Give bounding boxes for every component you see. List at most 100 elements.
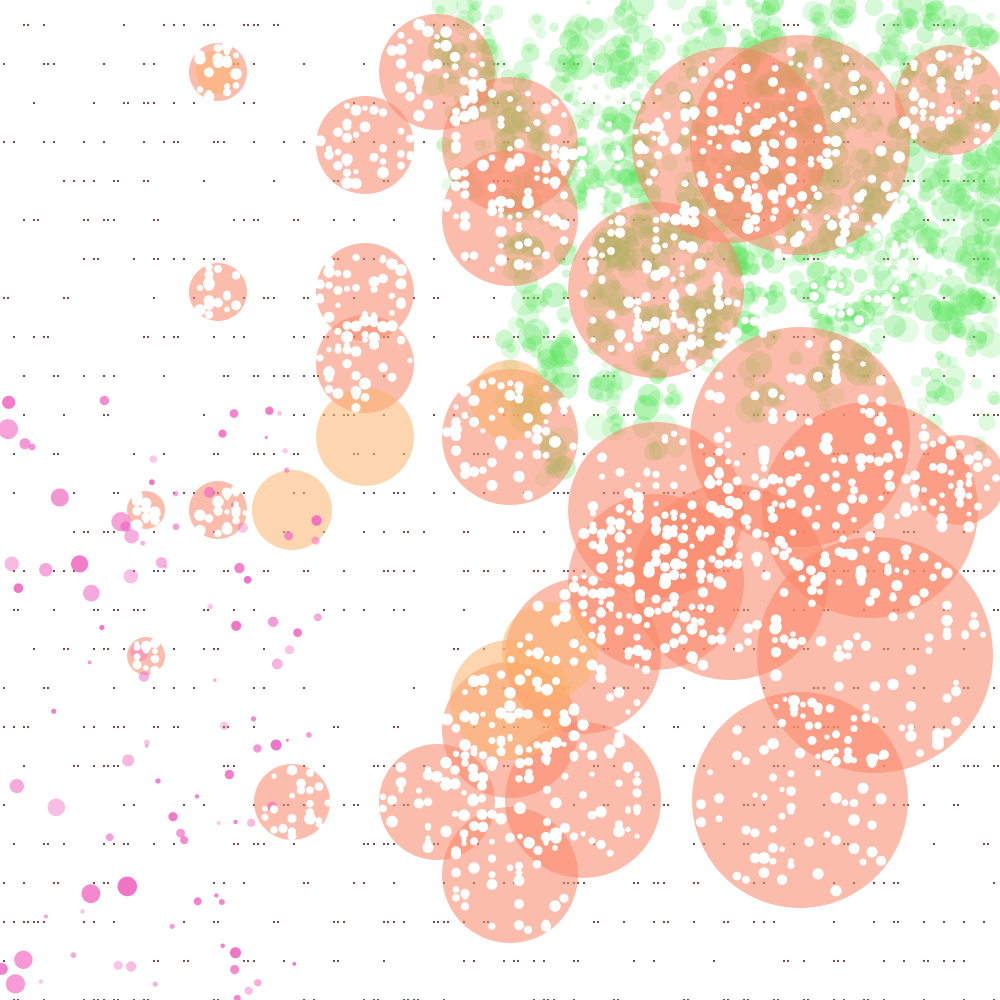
green-bubble: [943, 5, 968, 30]
white-speckle: [342, 132, 352, 143]
green-bubble: [959, 172, 973, 187]
white-speckle: [231, 300, 241, 311]
white-speckle: [992, 88, 998, 95]
white-speckle: [956, 109, 962, 115]
white-speckle: [792, 559, 804, 571]
grid-dot: [256, 23, 260, 27]
green-bubble: [808, 3, 833, 28]
white-speckle: [323, 266, 335, 278]
white-speckle: [901, 474, 911, 484]
white-speckle: [880, 294, 892, 307]
white-speckle: [833, 650, 845, 662]
white-speckle: [853, 192, 865, 203]
grid-dot: [82, 374, 86, 378]
white-speckle: [433, 42, 441, 49]
grid-dot: [42, 140, 46, 144]
white-speckle: [842, 640, 854, 651]
green-bubble: [595, 178, 605, 188]
white-speckle: [278, 823, 288, 834]
grid-dot: [56, 452, 60, 456]
grid-dot: [376, 764, 380, 768]
white-speckle: [905, 730, 917, 742]
grid-dot: [296, 452, 300, 456]
white-speckle: [794, 374, 806, 385]
grid-dot: [116, 179, 120, 183]
grid-dot: [942, 374, 946, 378]
grid-dot: [552, 491, 556, 495]
green-bubble: [866, 262, 879, 276]
white-speckle: [784, 283, 790, 289]
green-bubble: [955, 244, 979, 268]
white-speckle: [861, 713, 871, 723]
grid-dot: [812, 257, 816, 261]
white-speckle: [351, 403, 361, 413]
green-bubble: [830, 0, 857, 19]
green-bubble: [561, 290, 569, 298]
green-bubble: [978, 234, 1000, 262]
green-bubble: [542, 282, 568, 308]
white-speckle: [650, 168, 658, 177]
white-speckle: [533, 210, 541, 219]
white-speckle: [587, 258, 599, 270]
white-speckle: [797, 62, 803, 68]
white-speckle: [614, 574, 626, 585]
green-bubble: [602, 48, 627, 73]
grid-dot: [992, 881, 996, 885]
grid-dot: [302, 140, 306, 144]
green-bubble: [925, 3, 939, 17]
white-speckle: [732, 871, 742, 881]
grid-dot: [942, 920, 946, 924]
grid-dot: [666, 920, 670, 924]
white-speckle: [814, 721, 822, 730]
grid-dot: [996, 608, 1000, 612]
green-bubble: [860, 301, 870, 310]
white-speckle: [918, 257, 926, 265]
white-speckle: [450, 431, 462, 442]
grid-dot: [202, 803, 206, 807]
grid-dot: [92, 647, 96, 651]
white-speckle: [942, 631, 952, 641]
white-speckle: [726, 83, 734, 90]
white-speckle: [453, 213, 459, 220]
white-speckle: [552, 213, 558, 220]
green-bubble: [933, 159, 950, 177]
grid-dot: [982, 296, 986, 300]
grid-dot: [476, 335, 480, 339]
white-speckle: [751, 126, 759, 134]
white-speckle: [362, 336, 368, 343]
grid-dot: [156, 257, 160, 261]
white-speckle: [596, 542, 608, 555]
white-speckle: [579, 645, 587, 653]
white-speckle: [370, 285, 378, 293]
white-speckle: [830, 374, 842, 385]
white-speckle: [450, 445, 462, 456]
white-speckle: [596, 839, 606, 850]
white-speckle: [659, 543, 671, 555]
white-speckle: [749, 316, 759, 326]
green-bubble: [961, 25, 983, 48]
white-speckle: [900, 296, 908, 305]
grid-dot: [972, 413, 976, 417]
grid-dot: [252, 101, 256, 105]
white-speckle: [441, 776, 451, 786]
white-speckle: [974, 123, 980, 129]
grid-dot: [12, 842, 16, 846]
white-speckle: [388, 292, 396, 300]
white-speckle: [504, 390, 516, 401]
green-bubble: [924, 225, 936, 237]
white-speckle: [712, 285, 724, 297]
white-speckle: [679, 272, 685, 278]
green-bubble: [600, 371, 623, 394]
white-speckle: [708, 555, 716, 563]
grid-dot: [492, 296, 496, 300]
white-speckle: [690, 617, 698, 624]
white-speckle: [837, 281, 845, 289]
grid-dot: [636, 881, 640, 885]
white-speckle: [770, 669, 782, 682]
white-speckle: [470, 749, 478, 757]
grid-dot: [882, 959, 886, 963]
white-speckle: [359, 121, 371, 133]
white-speckle: [413, 18, 425, 31]
white-speckle: [513, 153, 525, 164]
white-speckle: [451, 810, 459, 818]
